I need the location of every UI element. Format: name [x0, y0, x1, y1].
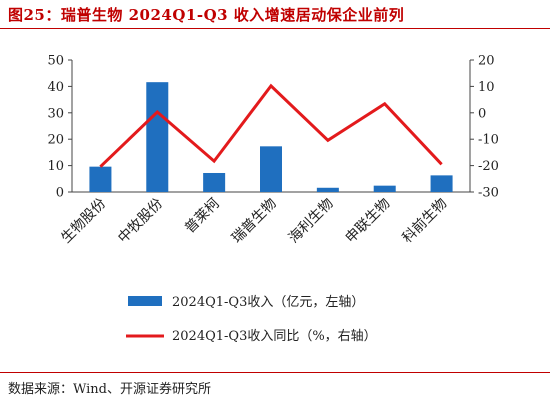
category-label: 生物股份 — [58, 196, 109, 247]
category-label: 瑞普生物 — [229, 196, 280, 247]
y-left-tick-label: 40 — [47, 80, 64, 95]
line-series — [99, 83, 443, 168]
y-left-tick-label: 20 — [47, 133, 64, 148]
bar-series — [89, 82, 453, 192]
bar-普莱柯 — [203, 172, 226, 192]
y-left-tick-label: 50 — [47, 54, 64, 69]
bar-申联生物 — [373, 185, 396, 192]
y-right-tick-label: -30 — [478, 186, 499, 201]
chart-legend: 2024Q1-Q3收入（亿元，左轴） 2024Q1-Q3收入同比（%，右轴） — [126, 295, 377, 344]
category-label: 海利生物 — [286, 196, 337, 247]
source-note: 数据来源：Wind、开源证券研究所 — [8, 382, 211, 397]
y-right-tick-label: 0 — [478, 106, 486, 121]
legend-label-bar: 2024Q1-Q3收入（亿元，左轴） — [172, 295, 364, 310]
y-left-tick-label: 10 — [47, 159, 64, 174]
y-right-tick-label: -10 — [478, 133, 499, 148]
y-right-tick-label: 20 — [478, 54, 495, 69]
y-left-tick-label: 0 — [56, 186, 64, 201]
y-left-tick-label: 30 — [47, 106, 64, 121]
category-label: 普莱柯 — [182, 196, 223, 237]
category-label: 中牧股份 — [115, 196, 166, 247]
category-label: 申联生物 — [343, 196, 394, 247]
y-right-tick-label: -20 — [478, 159, 499, 174]
y-right-tick-label: 10 — [478, 80, 495, 95]
legend-swatch-bar — [128, 296, 162, 306]
bar-中牧股份 — [146, 82, 169, 192]
chart-title: 图25：瑞普生物 2024Q1-Q3 收入增速居动保企业前列 — [8, 6, 405, 24]
bar-瑞普生物 — [260, 146, 282, 192]
bar-生物股份 — [89, 166, 112, 192]
legend-label-line: 2024Q1-Q3收入同比（%，右轴） — [172, 329, 377, 344]
category-label: 科前生物 — [399, 195, 451, 247]
title-divider — [0, 28, 550, 29]
bar-海利生物 — [316, 187, 339, 192]
source-divider — [0, 372, 550, 373]
bar-科前生物 — [430, 175, 453, 192]
combo-chart: 0 10 20 30 40 50 -30 -20 -10 0 10 20 生物股份 中牧股份 普莱柯 瑞普生物… — [47, 54, 499, 345]
